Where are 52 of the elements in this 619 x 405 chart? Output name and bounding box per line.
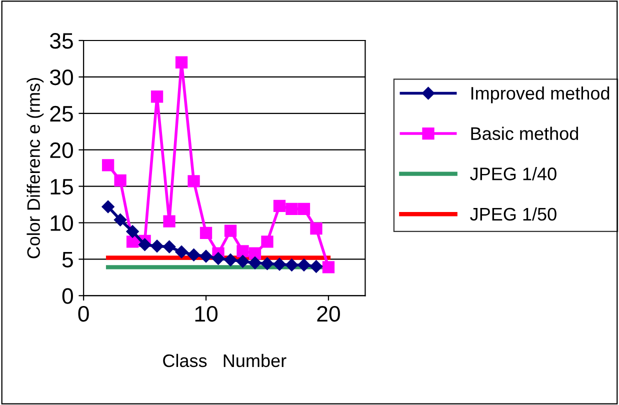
point <box>162 240 176 254</box>
point <box>261 236 274 248</box>
legend-label: Basic method <box>471 126 578 140</box>
point <box>236 245 249 258</box>
point <box>298 258 310 272</box>
point <box>163 215 176 228</box>
point <box>285 258 298 272</box>
y-tick-label: 35 <box>50 33 73 49</box>
point <box>126 236 139 248</box>
x-axis-title: Class Number <box>163 354 286 368</box>
y-tick-label: 0 <box>62 288 73 304</box>
point <box>260 257 274 270</box>
legend-label: JPEG 1/50 <box>470 207 556 221</box>
point <box>322 261 335 274</box>
x-tick-label: 20 <box>317 306 340 322</box>
point <box>273 200 286 212</box>
legend-label: Improved method <box>471 86 610 104</box>
point <box>286 202 298 215</box>
legend-label: JPEG 1/40 <box>470 167 556 180</box>
point <box>138 238 152 252</box>
point <box>102 159 114 172</box>
point <box>310 222 322 235</box>
y-tick-label: 25 <box>50 106 73 122</box>
point <box>102 200 114 214</box>
point <box>248 256 262 270</box>
y-axis-title: Color Differenc e (rms) <box>26 78 44 258</box>
point <box>187 248 200 262</box>
y-tick-label: 20 <box>50 142 73 158</box>
point <box>114 213 127 226</box>
point <box>175 56 188 68</box>
point <box>188 175 200 188</box>
point <box>200 250 212 263</box>
point <box>150 90 164 103</box>
point <box>224 224 237 237</box>
point <box>126 225 139 238</box>
point <box>248 247 262 260</box>
point <box>200 226 212 240</box>
x-tick-label: 10 <box>195 306 218 322</box>
point <box>175 245 188 258</box>
point <box>114 174 126 187</box>
y-tick-label: 10 <box>50 215 73 232</box>
y-tick-label: 15 <box>50 179 73 195</box>
point <box>298 202 310 215</box>
y-tick-label: 5 <box>62 252 73 268</box>
point <box>273 258 286 271</box>
point <box>224 254 237 266</box>
point <box>150 240 164 252</box>
x-tick-label: 0 <box>78 306 89 322</box>
point <box>310 260 323 273</box>
point <box>212 252 225 265</box>
y-tick-label: 30 <box>50 69 73 86</box>
point <box>236 254 250 268</box>
